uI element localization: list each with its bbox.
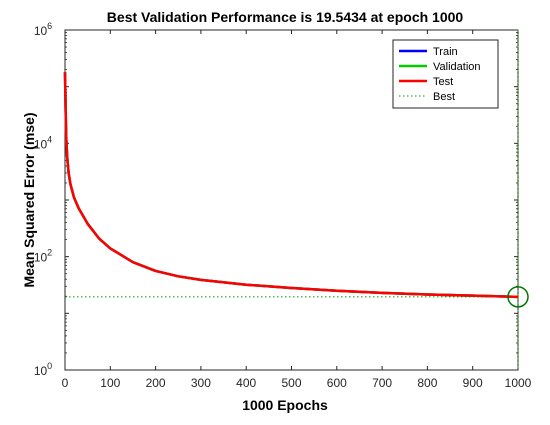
legend-label-validation: Validation — [433, 61, 481, 73]
series-line-test — [63, 72, 519, 299]
y-axis-label: Mean Squared Error (mse) — [21, 112, 37, 287]
x-tick-label: 100 — [100, 376, 120, 390]
x-tick-label: 800 — [417, 376, 437, 390]
y-tick-label: 104 — [34, 134, 52, 151]
chart-title: Best Validation Performance is 19.5434 a… — [107, 9, 464, 25]
y-tick-exponent: 6 — [47, 21, 52, 31]
x-tick-label: 500 — [281, 376, 301, 390]
y-tick-label: 106 — [34, 21, 52, 38]
y-tick-exponent: 4 — [47, 134, 52, 144]
x-tick-label: 900 — [463, 376, 483, 390]
x-tick-label: 400 — [236, 376, 256, 390]
x-tick-label: 0 — [62, 376, 69, 390]
best-marker — [507, 286, 529, 308]
y-tick-base: 10 — [34, 137, 48, 151]
y-tick-exponent: 2 — [47, 248, 52, 258]
x-tick-label: 1000 — [505, 376, 532, 390]
legend-label-train: Train — [433, 46, 458, 58]
y-tick-exponent: 0 — [47, 361, 52, 371]
legend-label-best: Best — [433, 91, 455, 103]
legend-label-test: Test — [433, 76, 453, 88]
x-tick-label: 600 — [327, 376, 347, 390]
x-tick-label: 200 — [146, 376, 166, 390]
y-tick-label: 100 — [34, 361, 52, 378]
x-tick-label: 700 — [372, 376, 392, 390]
plot-area: 0 100 200 300 400 500 600 700 800 900 100010010210… — [34, 21, 532, 390]
x-tick-label: 300 — [191, 376, 211, 390]
y-tick-base: 10 — [34, 251, 48, 265]
y-tick-label: 102 — [34, 248, 52, 265]
x-axis-label: 1000 Epochs — [242, 397, 328, 413]
y-tick-base: 10 — [34, 364, 48, 378]
y-tick-base: 10 — [34, 24, 48, 38]
